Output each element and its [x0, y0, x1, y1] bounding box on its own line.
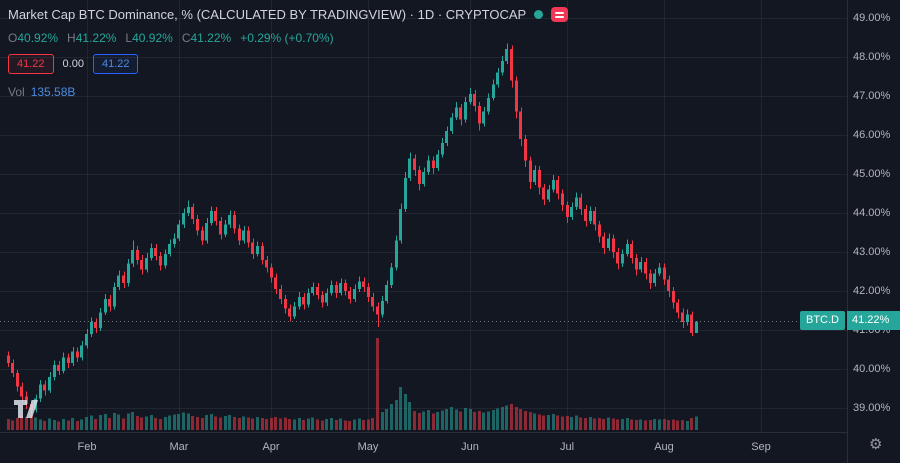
title-row: Market Cap BTC Dominance, % (CALCULATED … [8, 7, 569, 22]
close-value: 41.22% [190, 31, 232, 45]
time-tick-label: Mar [169, 441, 189, 453]
price-tick-label: 46.00% [853, 129, 891, 141]
candles-layer [7, 43, 698, 416]
low-readout: L40.92% [125, 31, 172, 45]
open-value: 40.92% [17, 31, 59, 45]
close-readout: C41.22% [182, 31, 231, 45]
price-tick-label: 39.00% [853, 402, 891, 414]
volume-layer [7, 338, 698, 430]
time-tick-label: May [357, 441, 379, 453]
low-value: 40.92% [132, 31, 173, 45]
time-tick-label: Sep [751, 441, 771, 453]
change-value: +0.29% (+0.70%) [240, 31, 334, 45]
sell-button[interactable]: 41.22 [8, 54, 54, 74]
chart-legend: Market Cap BTC Dominance, % (CALCULATED … [8, 7, 569, 99]
price-tick-label: 40.00% [853, 363, 891, 375]
price-tick-label: 48.00% [853, 51, 891, 63]
chart-settings-gear-icon[interactable]: ⚙ [869, 436, 883, 453]
news-highlights-icon[interactable] [551, 7, 569, 22]
price-tick-label: 45.00% [853, 168, 891, 180]
price-tick-label: 47.00% [853, 90, 891, 102]
high-label: H [67, 31, 76, 45]
open-label: O [8, 31, 18, 45]
ohlc-row: O40.92% H41.22% L40.92% C41.22% +0.29% (… [8, 31, 568, 45]
high-value: 41.22% [75, 31, 117, 45]
time-tick-label: Feb [77, 441, 97, 453]
spread-value: 0.00 [62, 58, 84, 70]
symbol-title[interactable]: Market Cap BTC Dominance, % (CALCULATED … [8, 7, 527, 22]
price-tick-label: 49.00% [853, 12, 891, 24]
close-label: C [181, 31, 191, 45]
volume-readout: Vol 135.58B [8, 85, 568, 99]
buy-button[interactable]: 41.22 [92, 54, 139, 74]
price-line-symbol-badge: BTC.D [800, 311, 845, 330]
price-chart-canvas[interactable] [0, 0, 847, 432]
price-axis[interactable]: 49.00% 48.00% 47.00% 46.00% 45.00% 44.00% 43.0… [847, 0, 900, 463]
volume-value: 135.58B [30, 85, 76, 99]
volume-label: Vol [8, 85, 25, 99]
low-label: L [125, 31, 133, 45]
high-readout: H41.22% [67, 31, 116, 45]
time-tick-label: Apr [262, 441, 280, 453]
open-readout: O40.92% [8, 31, 58, 45]
tradingview-logo[interactable] [12, 398, 40, 425]
last-price-badge: 41.22% [847, 311, 900, 330]
time-axis[interactable]: Feb Mar Apr May Jun Jul Aug Sep [0, 432, 847, 463]
time-tick-label: Jul [559, 441, 575, 453]
price-tick-label: 43.00% [853, 246, 891, 258]
time-tick-label: Aug [654, 441, 674, 453]
trade-panel: 41.22 0.00 41.22 [8, 54, 568, 74]
market-status-dot-icon[interactable] [534, 10, 544, 19]
price-tick-label: 44.00% [853, 207, 891, 219]
price-tick-label: 42.00% [853, 285, 891, 297]
time-tick-label: Jun [461, 441, 479, 453]
